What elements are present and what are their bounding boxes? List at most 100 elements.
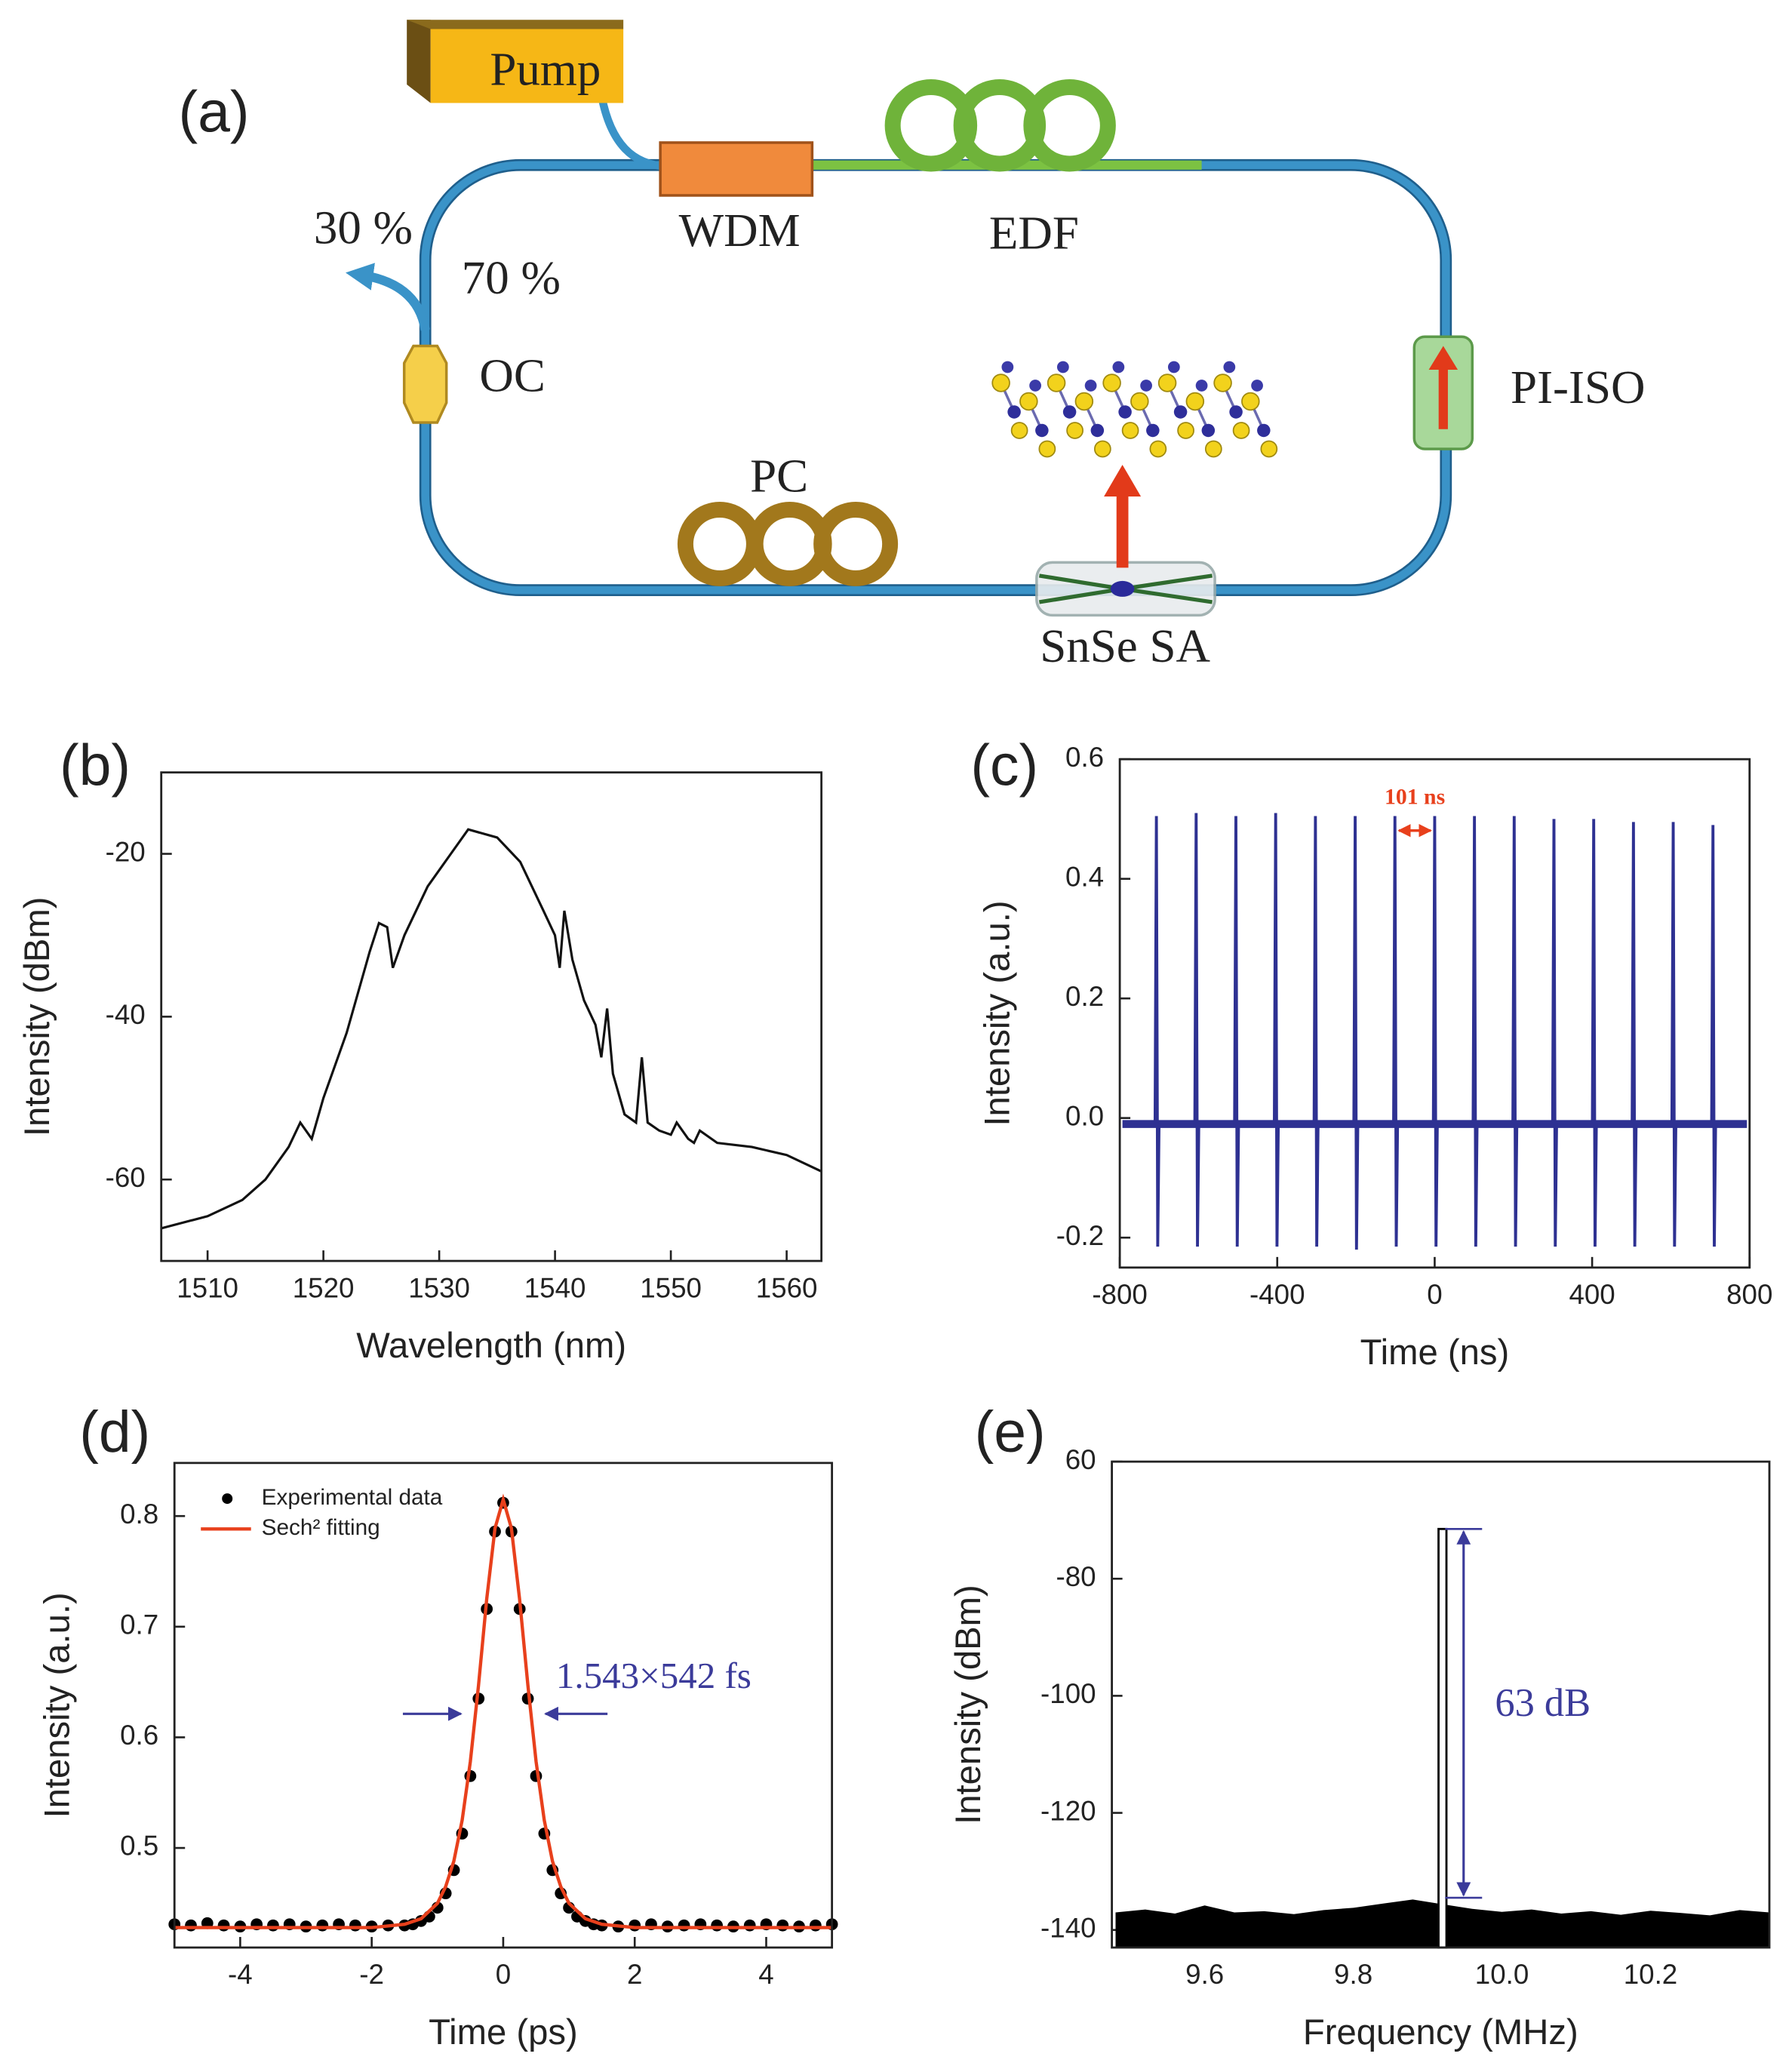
y-tick-label: -60 <box>106 1162 146 1193</box>
x-tick-label: 1510 <box>177 1272 238 1303</box>
pulse <box>1392 816 1400 1247</box>
x-tick-label: 400 <box>1569 1279 1615 1310</box>
pulse <box>1591 819 1598 1247</box>
pulse <box>1312 816 1320 1247</box>
pulse <box>1273 813 1280 1247</box>
crystal-atom <box>1010 422 1028 439</box>
crystal-atom <box>1201 423 1216 438</box>
data-point <box>185 1919 197 1932</box>
x-tick-label: 10.0 <box>1475 1959 1529 1990</box>
data-point <box>217 1919 230 1932</box>
data-point <box>711 1919 724 1932</box>
x-tick-label: 1550 <box>640 1272 702 1303</box>
sa-arrow-head <box>1104 464 1142 496</box>
crystal-atom <box>1047 374 1066 392</box>
crystal <box>991 361 1278 458</box>
data-point <box>809 1919 822 1932</box>
data-point <box>743 1919 756 1932</box>
crystal-atom <box>1062 405 1077 419</box>
crystal-atom <box>1074 392 1094 411</box>
y-tick-label: 0.6 <box>1065 742 1104 773</box>
legend-label: Sech² fitting <box>262 1515 380 1540</box>
pulse <box>1233 816 1240 1247</box>
crystal-atom <box>1019 392 1038 411</box>
pulse <box>1670 822 1677 1247</box>
y-tick-label: -20 <box>106 836 146 867</box>
x-tick-label: -400 <box>1249 1279 1305 1310</box>
crystal-atom <box>1056 361 1069 374</box>
pump-top <box>407 20 624 29</box>
y-tick-label: 0.5 <box>120 1831 158 1861</box>
crystal-atom <box>991 374 1010 392</box>
plot-frame <box>160 771 823 1262</box>
x-tick-label: -2 <box>359 1959 384 1990</box>
crystal-atom <box>1118 405 1132 419</box>
y-tick-label: -120 <box>1040 1795 1096 1826</box>
crystal-atom <box>1121 422 1139 439</box>
data-point <box>316 1919 329 1932</box>
wdm <box>659 141 814 197</box>
x-tick-label: -800 <box>1092 1279 1148 1310</box>
coil <box>677 501 762 586</box>
crystal-atom <box>1066 422 1083 439</box>
y-axis-label: Intensity (a.u.) <box>37 1592 77 1818</box>
output-fiber <box>346 263 430 331</box>
setup-diagram: (a) Pump WDM EDF 30 % 70 % OC PC PI-ISO … <box>178 20 1646 672</box>
crystal-atom <box>1173 405 1188 419</box>
crystal-atom <box>1229 405 1243 419</box>
panel-label: (b) <box>60 733 131 798</box>
data-point <box>776 1919 789 1932</box>
edf-label: EDF <box>989 206 1079 259</box>
crystal-atom <box>1213 374 1232 392</box>
data-point <box>267 1919 279 1932</box>
peak <box>1437 1527 1448 1949</box>
oc-label: OC <box>479 349 546 401</box>
legend-label: Experimental data <box>262 1485 443 1510</box>
y-tick-label: 60 <box>1065 1444 1096 1475</box>
crystal-atom <box>1090 423 1105 438</box>
crystal-atom <box>1185 392 1205 411</box>
crystal-atom <box>1035 423 1049 438</box>
pc-coils <box>677 501 899 586</box>
isolator-arrow-head <box>1428 346 1458 370</box>
crystal-atom <box>1241 392 1260 411</box>
crystal-atom <box>1084 380 1097 392</box>
plot-frame <box>1118 758 1751 1269</box>
y-tick-label: 0.0 <box>1065 1100 1104 1131</box>
iso-label: PI-ISO <box>1511 361 1645 413</box>
coil <box>813 501 899 586</box>
y-tick-label: 0.8 <box>120 1499 158 1529</box>
y-tick-label: -80 <box>1056 1561 1096 1592</box>
spectrum-line <box>161 828 822 1230</box>
x-tick-label: 2 <box>627 1959 642 1990</box>
pulse <box>1352 816 1360 1250</box>
y-tick-label: 0.4 <box>1065 861 1104 892</box>
x-tick-label: 1530 <box>408 1272 470 1303</box>
panel-label: (d) <box>79 1400 150 1465</box>
x-axis-label: Time (ns) <box>1360 1333 1510 1373</box>
panel-label: (c) <box>970 733 1038 798</box>
crystal-atom <box>1232 422 1250 439</box>
pump <box>430 29 624 103</box>
crystal-atom <box>1140 380 1152 392</box>
x-tick-label: 1560 <box>756 1272 818 1303</box>
crystal-atom <box>1102 374 1121 392</box>
legend-marker <box>222 1493 233 1505</box>
data-point <box>678 1919 690 1932</box>
y-tick-label: -40 <box>106 999 146 1030</box>
crystal-atom <box>1112 361 1125 374</box>
crystal-atom <box>1251 380 1263 392</box>
crystal-atom <box>1038 440 1056 458</box>
crystal-atom <box>1177 422 1194 439</box>
data-point <box>629 1919 641 1932</box>
fiber-loop-outline <box>419 158 1452 597</box>
crystal-atom <box>1001 361 1014 374</box>
crystal-atom <box>1029 380 1041 392</box>
x-tick-label: 10.2 <box>1624 1959 1677 1990</box>
crystal-atom <box>1007 405 1021 419</box>
y-tick-label: 0.6 <box>120 1720 158 1751</box>
pulse <box>1193 813 1200 1247</box>
crystal-atom <box>1130 392 1149 411</box>
crystal-atom <box>1195 380 1208 392</box>
